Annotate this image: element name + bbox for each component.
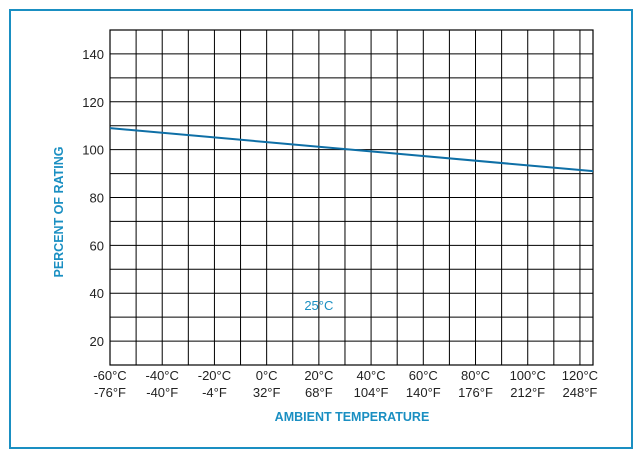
x-tick-label-f: 248°F	[563, 385, 598, 400]
y-tick-label: 140	[82, 47, 104, 62]
x-tick-label-c: 100°C	[510, 368, 546, 383]
y-tick-label: 40	[90, 286, 104, 301]
x-tick-label-f: -40°F	[146, 385, 178, 400]
x-tick-label-f: 140°F	[406, 385, 441, 400]
series-layer	[109, 127, 594, 173]
x-tick-label-f: 176°F	[458, 385, 493, 400]
y-tick-label: 100	[82, 143, 104, 158]
x-tick-label-c: -60°C	[93, 368, 126, 383]
x-tick-label-f: 32°F	[253, 385, 281, 400]
y-tick-labels: 20 40 60 80 100 120 140	[82, 47, 104, 349]
series-line	[109, 127, 594, 173]
x-tick-label-c: 80°C	[461, 368, 490, 383]
x-tick-label-f: -4°F	[202, 385, 227, 400]
x-tick-label-f: 68°F	[305, 385, 333, 400]
x-tick-label-c: 120°C	[562, 368, 598, 383]
x-tick-label-c: -20°C	[198, 368, 231, 383]
x-tick-label-f: 104°F	[354, 385, 389, 400]
x-axis-label: AMBIENT TEMPERATURE	[275, 410, 430, 424]
y-axis-label: PERCENT OF RATING	[52, 146, 66, 277]
x-tick-label-c: 40°C	[357, 368, 386, 383]
y-tick-label: 80	[90, 191, 104, 206]
plot-border	[109, 29, 594, 366]
y-tick-label: 60	[90, 238, 104, 253]
y-tick-label: 120	[82, 95, 104, 110]
chart-frame	[9, 9, 633, 449]
x-tick-label-c: 60°C	[409, 368, 438, 383]
x-tick-label-c: 0°C	[256, 368, 278, 383]
x-tick-label-f: 212°F	[510, 385, 545, 400]
grid	[109, 29, 594, 366]
x-tick-label-f: -76°F	[94, 385, 126, 400]
x-tick-label-c: -40°C	[146, 368, 179, 383]
annotation-25c: 25°C	[304, 298, 333, 313]
y-tick-label: 20	[90, 334, 104, 349]
x-tick-labels: -60°C -76°F -40°C -40°F -20°C -4°F 0°C 32°F 20°C…	[93, 368, 598, 400]
x-tick-label-c: 20°C	[304, 368, 333, 383]
